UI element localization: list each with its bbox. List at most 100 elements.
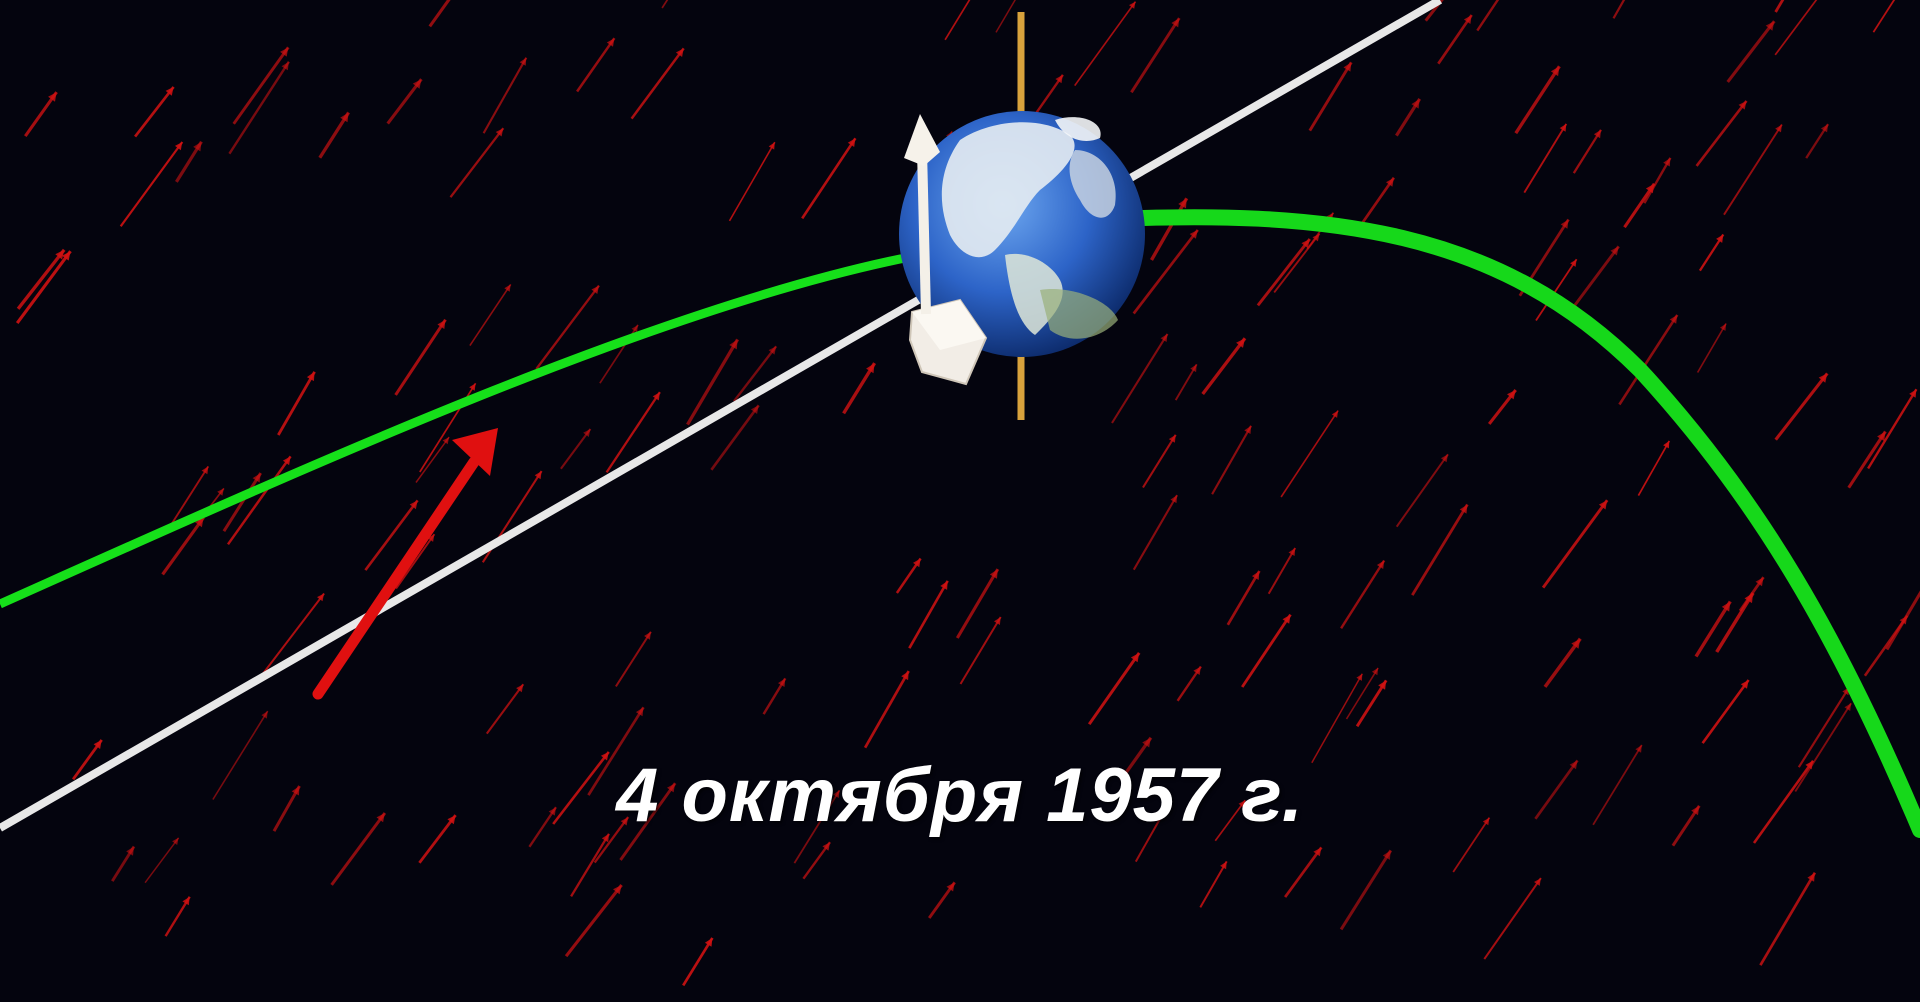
solar-wind-arrow bbox=[1142, 434, 1177, 489]
solar-wind-arrow bbox=[1541, 499, 1609, 589]
solar-wind-arrowhead bbox=[606, 38, 615, 47]
solar-wind-arrow bbox=[1643, 157, 1672, 204]
solar-wind-arrow bbox=[169, 465, 210, 527]
solar-wind-arrow bbox=[1087, 652, 1141, 726]
solar-wind-arrowhead bbox=[1055, 74, 1063, 84]
solar-wind-arrowhead bbox=[675, 48, 684, 57]
solar-wind-arrow bbox=[552, 751, 610, 825]
solar-wind-arrowhead bbox=[1356, 673, 1363, 681]
solar-wind-arrow bbox=[615, 631, 652, 687]
solar-wind-arrow bbox=[144, 837, 180, 884]
solar-wind-arrowhead bbox=[201, 466, 209, 475]
solar-wind-arrow bbox=[395, 533, 436, 590]
solar-wind-arrow bbox=[330, 812, 387, 886]
solar-wind-arrow bbox=[16, 248, 66, 310]
solar-wind-arrowhead bbox=[261, 711, 268, 719]
solar-wind-arrowhead bbox=[534, 471, 542, 480]
solar-wind-arrow bbox=[995, 0, 1016, 33]
solar-wind-arrow bbox=[686, 338, 740, 426]
solar-wind-arrowhead bbox=[409, 500, 418, 510]
solar-wind-arrowhead bbox=[1877, 431, 1886, 442]
solar-wind-arrowhead bbox=[548, 807, 556, 816]
solar-wind-arrowhead bbox=[768, 346, 777, 355]
solar-wind-arrowhead bbox=[1691, 805, 1700, 816]
solar-wind-arrowhead bbox=[1376, 560, 1385, 569]
solar-wind-arrow bbox=[842, 362, 877, 415]
solar-wind-arrowhead bbox=[1382, 850, 1391, 860]
solar-wind-arrowhead bbox=[217, 488, 224, 496]
solar-wind-arrowhead bbox=[1598, 500, 1608, 510]
solar-wind-arrow bbox=[1885, 590, 1920, 651]
solar-wind-arrow bbox=[1074, 1, 1137, 87]
solar-wind-arrowhead bbox=[1244, 425, 1252, 434]
solar-wind-arrow bbox=[1694, 600, 1732, 658]
solar-wind-arrow bbox=[1411, 503, 1469, 596]
solar-wind-arrowhead bbox=[635, 707, 644, 717]
solar-wind-arrowhead bbox=[1559, 123, 1567, 132]
solar-wind-arrowhead bbox=[1343, 62, 1352, 72]
solar-wind-arrowhead bbox=[1378, 680, 1387, 690]
solar-wind-arrowhead bbox=[601, 833, 609, 843]
date-caption: 4 октября 1957 г. bbox=[616, 753, 1304, 838]
solar-wind-arrow bbox=[1132, 494, 1179, 571]
solar-wind-arrow bbox=[955, 568, 1000, 639]
solar-wind-arrow bbox=[1395, 453, 1449, 528]
solar-wind-arrowhead bbox=[946, 882, 955, 892]
solar-wind-arrows bbox=[15, 0, 1920, 987]
solar-wind-arrowhead bbox=[516, 684, 524, 693]
solar-wind-arrowhead bbox=[989, 569, 998, 579]
solar-wind-arrow bbox=[428, 0, 451, 28]
solar-wind-arrow bbox=[1847, 430, 1887, 489]
solar-wind-arrow bbox=[226, 455, 292, 546]
solar-wind-arrow bbox=[318, 111, 350, 159]
solar-wind-arrowhead bbox=[1818, 373, 1828, 383]
solar-wind-arrow bbox=[1308, 61, 1353, 132]
solar-wind-arrow bbox=[570, 833, 610, 897]
solar-wind-arrowhead bbox=[1189, 229, 1198, 239]
solar-wind-arrow bbox=[1867, 388, 1918, 470]
solar-wind-arrow bbox=[1618, 314, 1679, 406]
solar-wind-arrowhead bbox=[847, 138, 856, 147]
solar-wind-arrowhead bbox=[768, 142, 775, 150]
solar-wind-arrowhead bbox=[469, 383, 476, 391]
solar-wind-arrow bbox=[228, 61, 290, 155]
solar-wind-arrowhead bbox=[193, 141, 202, 152]
solar-wind-arrow bbox=[1345, 667, 1379, 720]
trajectory-line bbox=[0, 0, 1442, 832]
solar-wind-arrow bbox=[1483, 877, 1542, 960]
solar-wind-arrowhead bbox=[282, 456, 291, 466]
solar-wind-arrow bbox=[1339, 849, 1393, 931]
solar-wind-arrowhead bbox=[1534, 878, 1541, 886]
solar-wind-arrowhead bbox=[644, 631, 651, 640]
solar-wind-arrow bbox=[908, 580, 949, 649]
solar-wind-arrow bbox=[1612, 0, 1626, 19]
solar-wind-arrowhead bbox=[667, 783, 676, 793]
solar-wind-arrowhead bbox=[1744, 592, 1754, 604]
solar-wind-arrow bbox=[232, 46, 290, 125]
solar-wind-arrowhead bbox=[306, 371, 315, 382]
solar-wind-arrow bbox=[1267, 547, 1297, 595]
solar-wind-arrow bbox=[959, 616, 1002, 685]
solar-wind-arrowhead bbox=[1251, 571, 1260, 580]
solar-wind-arrow bbox=[593, 816, 630, 864]
solar-wind-arrowhead bbox=[1721, 601, 1731, 612]
solar-wind-arrowhead bbox=[613, 885, 622, 895]
solar-wind-arrowhead bbox=[1820, 124, 1829, 133]
solar-wind-arrowhead bbox=[1178, 198, 1187, 209]
solar-wind-arrow bbox=[449, 127, 505, 198]
solar-wind-arrowhead bbox=[1238, 800, 1246, 808]
solar-wind-arrowhead bbox=[1716, 234, 1724, 243]
solar-wind-arrow bbox=[560, 428, 592, 470]
solar-wind-arrowhead bbox=[913, 558, 921, 568]
solar-wind-arrow bbox=[212, 710, 269, 800]
solar-wind-arrowhead bbox=[1740, 680, 1749, 689]
solar-wind-arrow bbox=[710, 404, 760, 471]
solar-wind-arrowhead bbox=[165, 86, 174, 96]
solar-wind-arrowhead bbox=[729, 339, 738, 350]
solar-wind-arrow bbox=[161, 516, 205, 576]
solar-wind-arrow bbox=[1132, 229, 1199, 315]
solar-wind-arrowhead bbox=[1560, 219, 1569, 229]
solar-wind-arrowhead bbox=[750, 405, 759, 414]
